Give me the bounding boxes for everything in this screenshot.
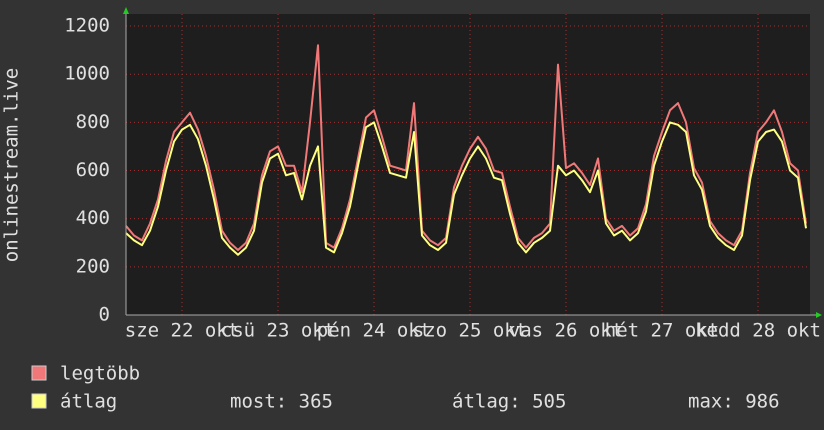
legend-swatch (31, 365, 47, 381)
stat: most: 365 (230, 391, 333, 413)
series-line (125, 44, 807, 251)
y-arrow (123, 7, 129, 14)
legend-label: legtöbb (60, 363, 140, 385)
y-tick-label: 0 (99, 304, 110, 326)
x-tick-label: sze 22 okt (125, 320, 239, 342)
x-tick-label: pén 24 okt (317, 320, 431, 342)
legend-label: átlag (60, 391, 117, 413)
x-tick-label: hét 27 okt (605, 320, 719, 342)
y-tick-label: 800 (76, 111, 110, 133)
x-tick-label: csü 23 okt (221, 320, 335, 342)
stat: max: 986 (688, 391, 780, 413)
x-tick-label: szo 25 okt (413, 320, 527, 342)
y-tick-label: 1200 (64, 15, 110, 37)
y-tick-label: 600 (76, 159, 110, 181)
y-tick-label: 400 (76, 207, 110, 229)
lines (125, 44, 807, 256)
x-arrow (816, 312, 822, 318)
y-tick-label: 1000 (64, 63, 110, 85)
stat: átlag: 505 (452, 391, 566, 413)
legend-swatch (31, 393, 47, 409)
y-tick-label: 200 (76, 255, 110, 277)
y-axis-title: onlinestream.live (1, 68, 23, 262)
x-tick-label: vas 26 okt (509, 320, 623, 342)
series-line (125, 121, 807, 256)
x-tick-label: kedd 28 okt (695, 320, 821, 342)
